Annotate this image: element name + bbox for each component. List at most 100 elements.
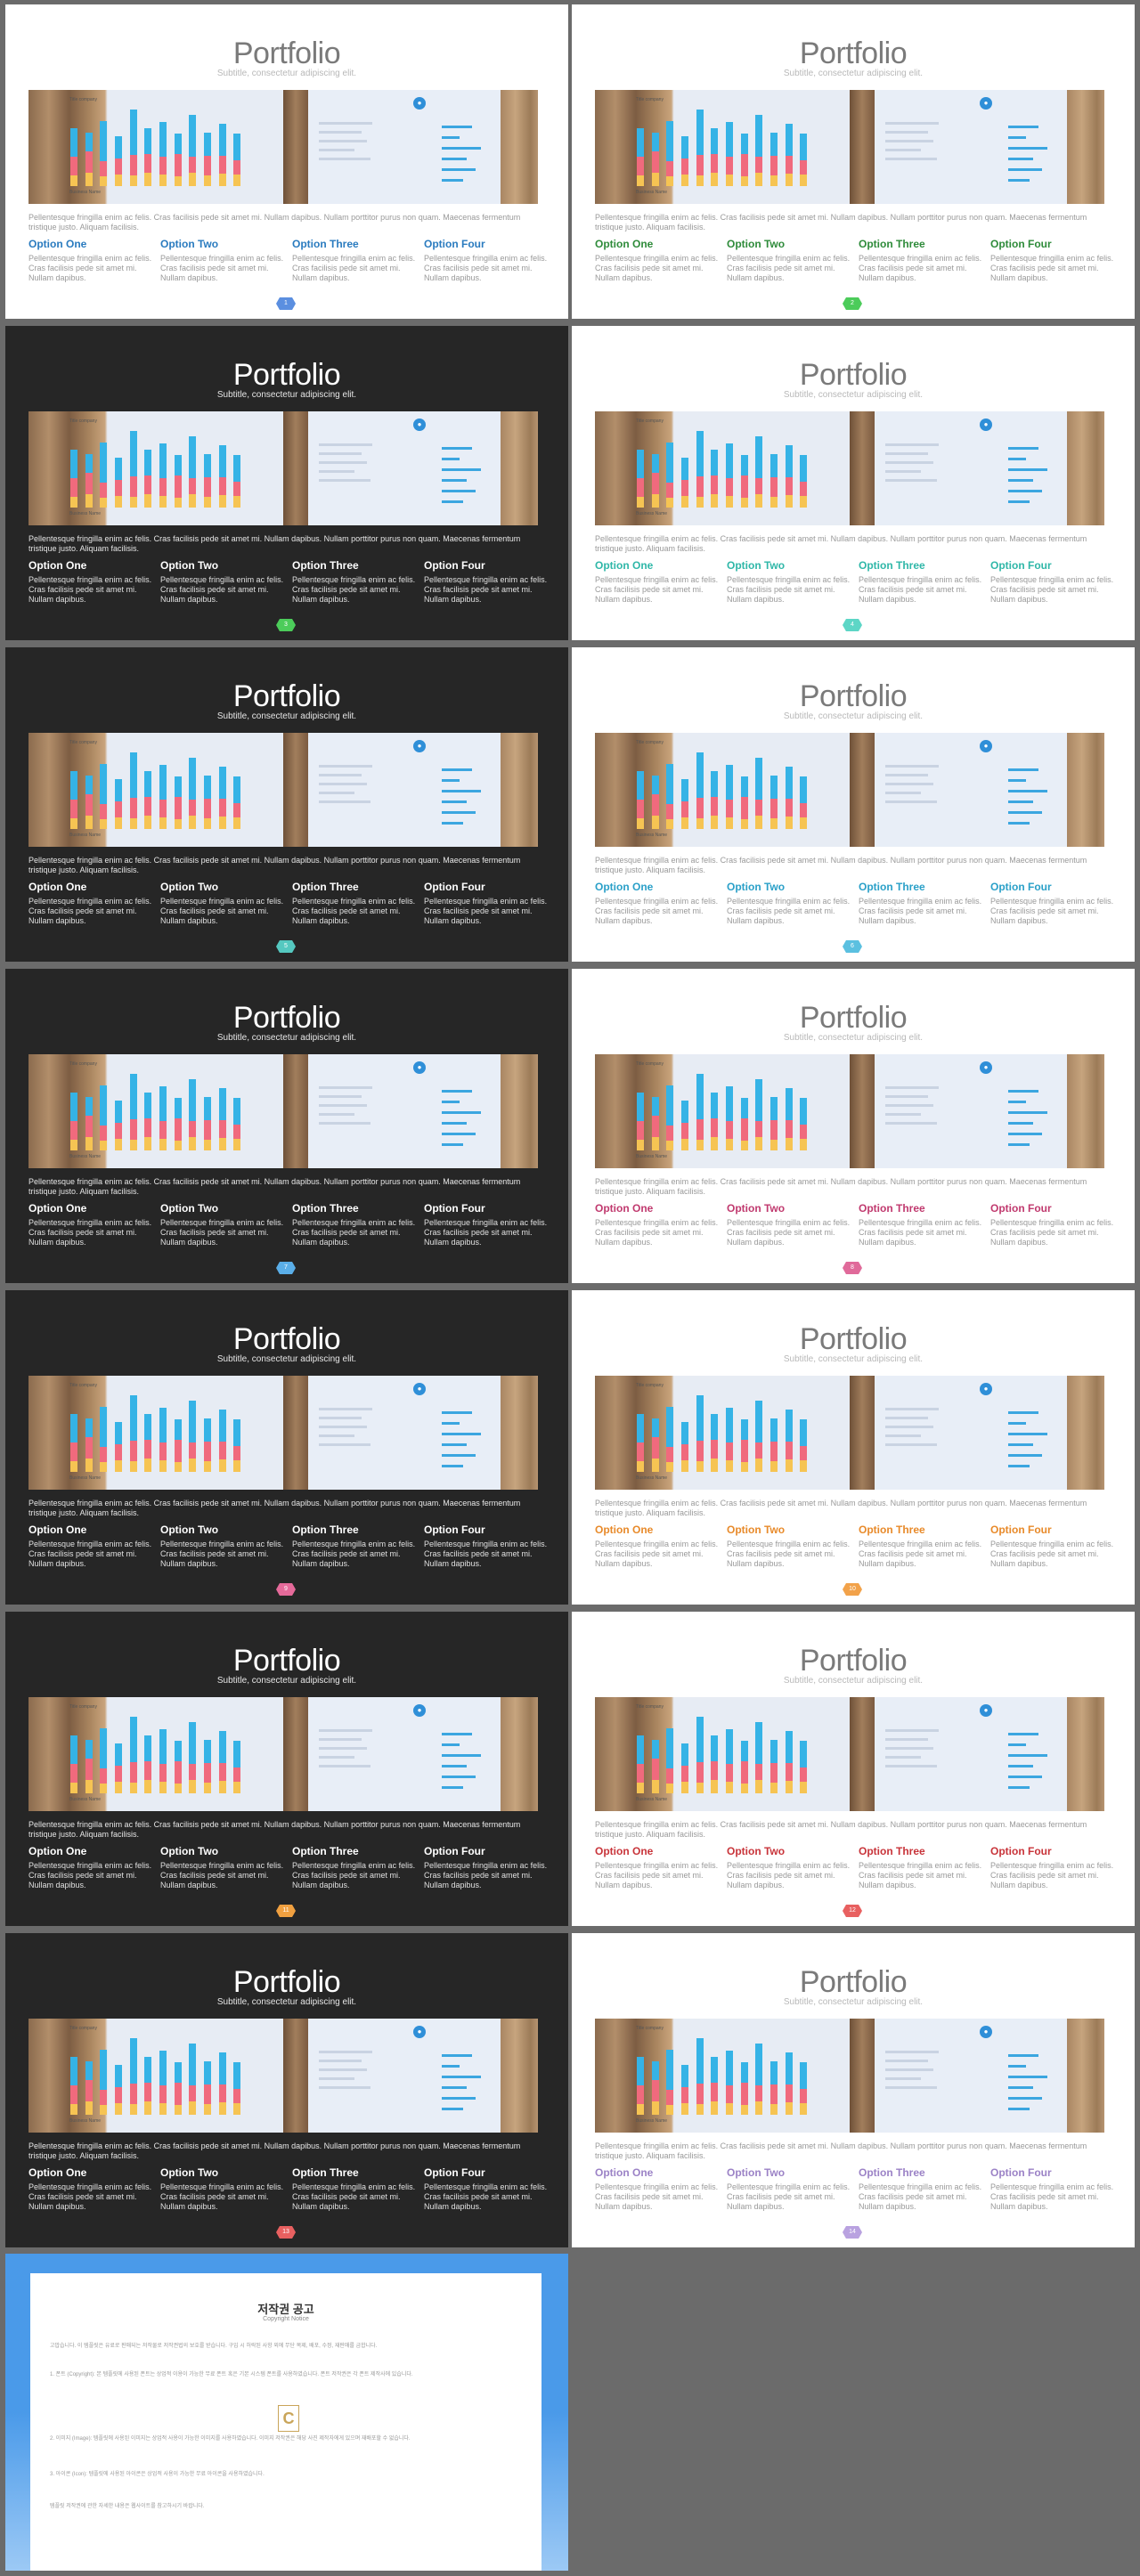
bar-segment-red: [726, 2085, 733, 2103]
photo-chart-bar: [770, 1740, 778, 1793]
bar-segment-red: [174, 475, 182, 498]
photo-screen-panel: ●: [875, 733, 1067, 847]
bar-segment-blue: [726, 1729, 733, 1765]
bar-segment-blue: [696, 2038, 704, 2084]
photo-chart-bar: [233, 2062, 241, 2115]
bar-segment-red: [100, 2090, 108, 2105]
photo-chart-title: Title company: [636, 418, 664, 424]
option-text: Pellentesque fringilla enim ac felis. Cr…: [424, 1540, 548, 1568]
slide-7: Portfolio Subtitle, consectetur adipiscin…: [5, 969, 568, 1283]
bar-segment-yellow: [144, 816, 152, 829]
bar-segment-blue: [726, 1408, 733, 1443]
photo-chart-bar: [740, 1419, 748, 1472]
option-heading: Option Three: [292, 881, 359, 893]
bar-segment-yellow: [129, 175, 137, 186]
panel-bar: [442, 1743, 460, 1746]
bar-segment-red: [129, 797, 137, 818]
bar-segment-blue: [800, 134, 808, 160]
slide-9: Portfolio Subtitle, consectetur adipiscin…: [5, 1290, 568, 1605]
panel-bar: [1008, 1122, 1033, 1125]
slide-subtitle: Subtitle, consectetur adipiscing elit.: [783, 1997, 924, 2007]
bar-segment-yellow: [233, 495, 241, 508]
bar-segment-red: [740, 475, 748, 498]
wood-edge: [1067, 2019, 1104, 2133]
wood-divider: [850, 733, 875, 847]
panel-line: [885, 2077, 921, 2080]
bar-segment-red: [770, 2084, 778, 2104]
bar-segment-blue: [637, 2056, 644, 2086]
panel-line: [319, 783, 367, 785]
panel-bar: [442, 468, 481, 471]
photo-screen-panel: ●: [875, 1376, 1067, 1490]
photo-bar-chart: [68, 1392, 246, 1472]
bar-segment-yellow: [144, 494, 152, 508]
bar-segment-yellow: [204, 2103, 211, 2115]
page-number-badge: 10: [843, 1583, 862, 1596]
user-icon: ●: [413, 97, 426, 110]
photo-chart-bar: [189, 1400, 197, 1472]
user-icon: ●: [413, 1704, 426, 1717]
bar-segment-blue: [159, 122, 167, 158]
bar-segment-yellow: [651, 1459, 659, 1472]
bar-segment-yellow: [800, 1459, 808, 1472]
bar-segment-blue: [666, 1085, 674, 1126]
option-text: Pellentesque fringilla enim ac felis. Cr…: [595, 1861, 719, 1889]
photo-chart-bar: [144, 128, 152, 186]
bar-segment-blue: [651, 1418, 659, 1437]
photo-chart-bar: [666, 1085, 674, 1150]
panel-bar: [1008, 1133, 1042, 1135]
panel-line: [319, 1113, 354, 1116]
bar-segment-yellow: [115, 2102, 122, 2115]
panel-line: [319, 792, 354, 794]
photo-chart-bar: [770, 1418, 778, 1472]
bar-segment-yellow: [189, 2101, 197, 2115]
photo-chart-bar: [726, 1086, 733, 1150]
bar-segment-yellow: [189, 173, 197, 186]
page-number-badge: 4: [843, 619, 862, 631]
bar-segment-red: [233, 2088, 241, 2103]
panel-line: [319, 1738, 362, 1741]
option-3: Option Three Pellentesque fringilla enim …: [292, 881, 417, 926]
panel-line: [319, 2060, 362, 2062]
slide-3: Portfolio Subtitle, consectetur adipiscin…: [5, 326, 568, 640]
option-2: Option Two Pellentesque fringilla enim ac…: [160, 238, 285, 283]
photo-chart-bar: [785, 767, 793, 829]
option-text: Pellentesque fringilla enim ac felis. Cr…: [292, 1540, 416, 1568]
photo-chart-title: Title company: [636, 97, 664, 102]
photo-chart-footer: Business Name: [636, 511, 668, 516]
panel-bar: [442, 811, 476, 814]
copyright-card: 저작권 공고 Copyright Notice 고맙습니다. 이 템플릿은 유료…: [30, 2273, 542, 2571]
panel-line: [319, 2051, 372, 2053]
panel-line: [885, 1113, 921, 1116]
bar-segment-blue: [115, 1422, 122, 1444]
bar-segment-yellow: [174, 1461, 182, 1472]
photo-chart-bar: [174, 1741, 182, 1793]
bar-segment-red: [726, 478, 733, 496]
copyright-image: 2. 이미지 (Image): 템플릿에 사용된 이미지는 상업적 사용이 가능…: [50, 2436, 411, 2442]
bar-segment-yellow: [204, 1782, 211, 1793]
bar-segment-red: [800, 2088, 808, 2103]
bar-segment-red: [159, 1121, 167, 1139]
option-text: Pellentesque fringilla enim ac felis. Cr…: [160, 897, 284, 925]
option-text: Pellentesque fringilla enim ac felis. Cr…: [727, 2182, 851, 2211]
photo-chart-bar: [100, 443, 108, 508]
option-heading: Option Three: [859, 2166, 925, 2179]
photo-chart-bar: [696, 752, 704, 829]
copyright-slide: 저작권 공고 Copyright Notice 고맙습니다. 이 템플릿은 유료…: [5, 2254, 568, 2571]
panel-line: [319, 1756, 354, 1759]
bar-segment-blue: [129, 752, 137, 798]
wood-divider: [283, 2019, 308, 2133]
bar-segment-blue: [159, 1086, 167, 1122]
panel-line: [319, 1729, 372, 1732]
user-icon: ●: [980, 1061, 992, 1074]
photo-chart-bar: [681, 1743, 688, 1793]
option-2: Option Two Pellentesque fringilla enim ac…: [727, 881, 851, 926]
panel-bar: [1008, 1111, 1047, 1114]
bar-segment-blue: [740, 1741, 748, 1761]
bar-segment-yellow: [696, 817, 704, 829]
panel-line: [319, 1095, 362, 1098]
photo-chart-bar: [129, 1395, 137, 1472]
option-text: Pellentesque fringilla enim ac felis. Cr…: [990, 1540, 1114, 1568]
bar-segment-red: [204, 1763, 211, 1783]
portfolio-photo: Title company Business Name ●: [595, 1054, 1104, 1168]
